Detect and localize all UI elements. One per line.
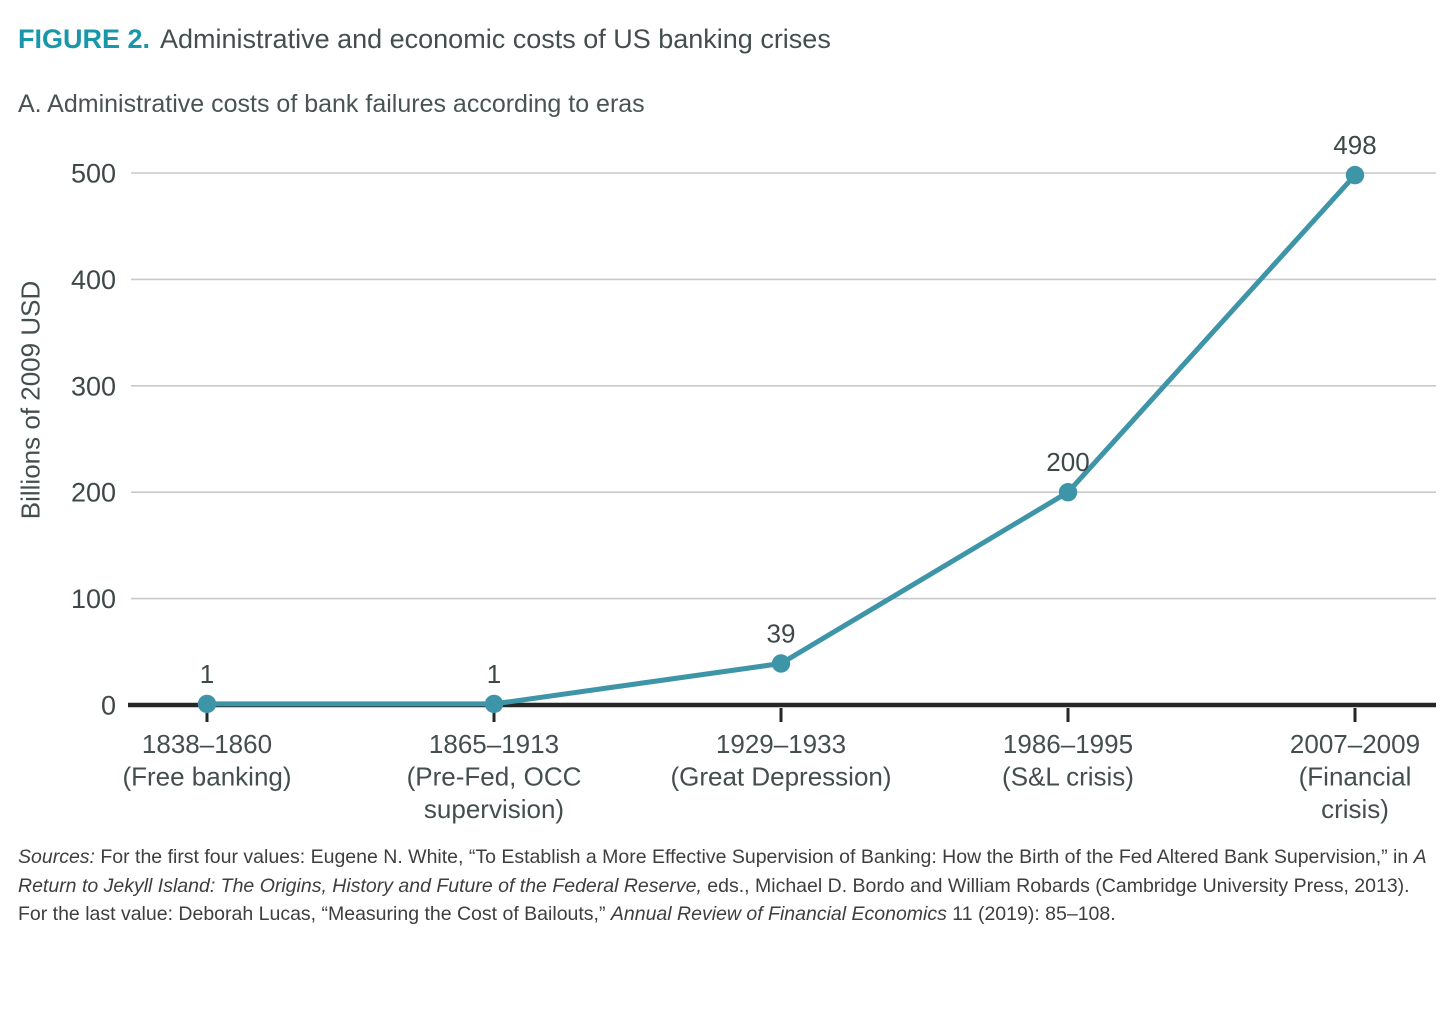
- data-point-label: 200: [1046, 447, 1089, 477]
- data-point: [197, 694, 217, 714]
- y-tick-label: 100: [71, 584, 116, 614]
- x-category-label: 2007–2009 (Financial crisis): [1290, 729, 1420, 824]
- figure-number-label: FIGURE 2.: [18, 24, 151, 54]
- data-point-label: 39: [767, 619, 796, 649]
- data-point: [1345, 165, 1365, 185]
- x-category-label: 1838–1860 (Free banking): [122, 729, 291, 792]
- sources-italic-segment: Sources:: [18, 846, 95, 868]
- sources-note: Sources: For the first four values: Euge…: [18, 843, 1432, 929]
- figure-title-text: Administrative and economic costs of US …: [160, 24, 831, 54]
- sources-italic-segment: A Return to Jekyll Island: The Origins, …: [18, 846, 1426, 897]
- x-category-label: 1865–1913 (Pre-Fed, OCC supervision): [407, 729, 582, 824]
- data-point: [484, 694, 504, 714]
- sources-text-segment: For the first four values: Eugene N. Whi…: [94, 846, 1414, 868]
- data-point-label: 1: [200, 659, 214, 689]
- y-tick-label: 200: [71, 478, 116, 508]
- y-tick-label: 400: [71, 265, 116, 295]
- sources-italic-segment: Annual Review of Financial Economics: [610, 903, 947, 926]
- x-category-label: 1986–1995 (S&L crisis): [1002, 729, 1134, 792]
- figure-title: FIGURE 2. Administrative and economic cos…: [18, 24, 831, 55]
- y-tick-label: 300: [71, 371, 116, 401]
- panel-title: A. Administrative costs of bank failures…: [18, 90, 645, 118]
- y-tick-label: 500: [71, 159, 116, 189]
- sources-text-segment: eds., Michael D. Bordo and William Robar…: [18, 874, 1410, 926]
- sources-text-segment: 11 (2019): 85–108.: [946, 903, 1116, 926]
- x-category-label: 1929–1933 (Great Depression): [670, 729, 891, 792]
- data-point: [1058, 483, 1078, 502]
- data-point: [771, 654, 791, 673]
- data-point-label: 1: [487, 659, 501, 689]
- data-point-label: 498: [1333, 130, 1376, 160]
- y-tick-label: 0: [101, 691, 116, 721]
